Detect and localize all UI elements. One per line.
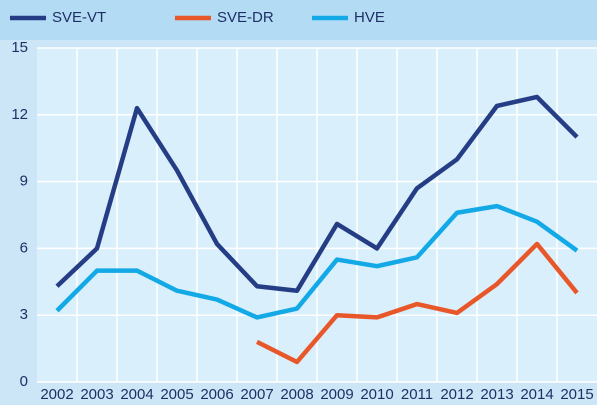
- x-tick-label: 2006: [200, 386, 233, 403]
- legend-band: [0, 0, 597, 40]
- legend-label: SVE-DR: [217, 9, 274, 26]
- x-tick-label: 2004: [120, 386, 153, 403]
- series-line: [55, 94, 579, 293]
- legend-label: SVE-VT: [52, 9, 106, 26]
- y-tick-label: 15: [11, 39, 28, 56]
- x-tick-label: 2012: [440, 386, 473, 403]
- series-line: [255, 241, 579, 365]
- x-tick-label: 2013: [480, 386, 513, 403]
- x-tick-label: 2005: [160, 386, 193, 403]
- x-tick-label: 2002: [40, 386, 73, 403]
- x-tick-label: 2003: [80, 386, 113, 403]
- y-tick-label: 12: [11, 106, 28, 123]
- x-tick-label: 2014: [520, 386, 553, 403]
- x-tick-label: 2007: [240, 386, 273, 403]
- series-line: [55, 203, 579, 320]
- x-tick-label: 2009: [320, 386, 353, 403]
- x-tick-label: 2015: [560, 386, 593, 403]
- legend-label: HVE: [354, 9, 385, 26]
- x-tick-label: 2011: [401, 386, 433, 403]
- y-tick-label: 0: [20, 373, 28, 390]
- x-tick-label: 2008: [280, 386, 313, 403]
- y-tick-label: 6: [20, 239, 28, 256]
- y-tick-label: 3: [20, 306, 28, 323]
- x-tick-label: 2010: [360, 386, 393, 403]
- y-tick-label: 9: [20, 173, 28, 190]
